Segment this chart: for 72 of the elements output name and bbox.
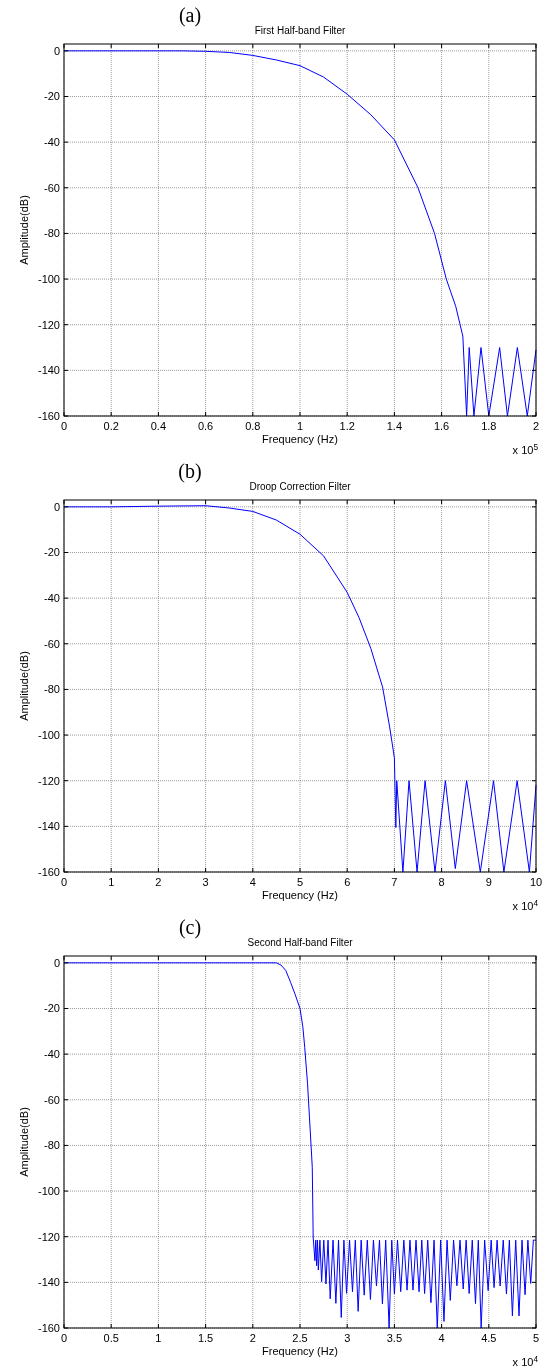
x-axis-title: Frequency (Hz) [262,889,338,901]
x-tick-label: 4.5 [481,1332,497,1344]
chart-title: First Half-band Filter [254,25,346,36]
y-tick-label: -80 [44,1139,60,1152]
y-tick-label: -160 [37,866,60,878]
y-tick-label: -40 [44,1048,60,1061]
x-axis-title: Frequency (Hz) [262,1345,338,1357]
x-tick-label: 0.6 [197,420,214,432]
y-tick-label: -120 [37,318,60,331]
x-tick-label: 1.6 [433,420,450,432]
chart-title: Second Half-band Filter [247,937,354,948]
text: x 10$^{4}$ [512,898,539,912]
x-tick-label: 9 [485,876,492,888]
x-tick-label: 0.5 [103,1332,119,1344]
text: (c) [178,916,202,939]
x-tick-label: 1 [108,876,115,888]
y-tick-label: -80 [44,227,60,240]
y-tick-label: -120 [37,774,60,787]
x-tick-label: 5 [296,876,304,888]
y-tick-label: -20 [44,1002,60,1015]
x-tick-label: 0.8 [245,420,261,432]
x-tick-label: 1.5 [197,1332,214,1344]
x-tick-label: 2 [532,420,540,432]
y-tick-label: -100 [37,273,60,286]
y-tick-label: -100 [37,729,60,742]
y-tick-label: 0 [53,500,60,513]
x-axis-title: Frequency (Hz) [262,433,338,445]
x-tick-label: 8 [438,876,445,888]
x-tick-label: 1.4 [386,420,403,432]
y-tick-label: -60 [44,637,60,650]
y-axis-title: Amplitude(dB) [18,1107,30,1177]
y-tick-label: -140 [37,1276,60,1289]
x-tick-label: 0.2 [103,420,119,432]
y-tick-label: -20 [44,90,60,103]
x-tick-label: 6 [344,876,351,888]
x-tick-label: 4 [438,1332,445,1344]
y-tick-label: -80 [44,683,60,696]
x-tick-label: 1.2 [339,420,355,432]
x-tick-label: 4 [249,876,256,888]
text: (b) [178,460,202,483]
x-tick-label: 0.4 [150,420,167,432]
x-tick-label: 7 [391,876,398,888]
y-tick-label: -160 [37,1322,60,1334]
x-tick-label: 3 [202,876,209,888]
y-tick-label: -40 [44,592,60,605]
x-tick-label: 5 [532,1332,540,1344]
text: (a) [178,4,202,27]
text: x 10$^{4}$ [512,1354,539,1368]
y-tick-label: -20 [44,546,60,559]
y-tick-label: -160 [37,410,60,422]
x-tick-label: 1 [155,1332,162,1344]
y-tick-label: -120 [37,1230,60,1243]
x-tick-label: 3.5 [386,1332,403,1344]
text: x 10$^{5}$ [512,442,539,456]
y-axis-title: Amplitude(dB) [18,195,30,265]
y-tick-label: -60 [44,1093,60,1106]
y-tick-label: -140 [37,364,60,377]
x-tick-label: 2 [155,876,162,888]
y-tick-label: 0 [53,44,60,57]
x-tick-label: 2 [249,1332,256,1344]
x-tick-label: 1 [296,420,304,432]
x-tick-label: 1.8 [481,420,497,432]
y-tick-label: 0 [53,956,60,969]
x-tick-label: 10 [529,876,543,888]
x-tick-label: 2.5 [292,1332,308,1344]
y-tick-label: -60 [44,181,60,194]
y-tick-label: -40 [44,136,60,149]
y-axis-title: Amplitude(dB) [18,651,30,721]
y-tick-label: -140 [37,820,60,833]
x-tick-label: 3 [344,1332,351,1344]
y-tick-label: -100 [37,1185,60,1198]
chart-title: Droop Correction Filter [249,481,352,492]
